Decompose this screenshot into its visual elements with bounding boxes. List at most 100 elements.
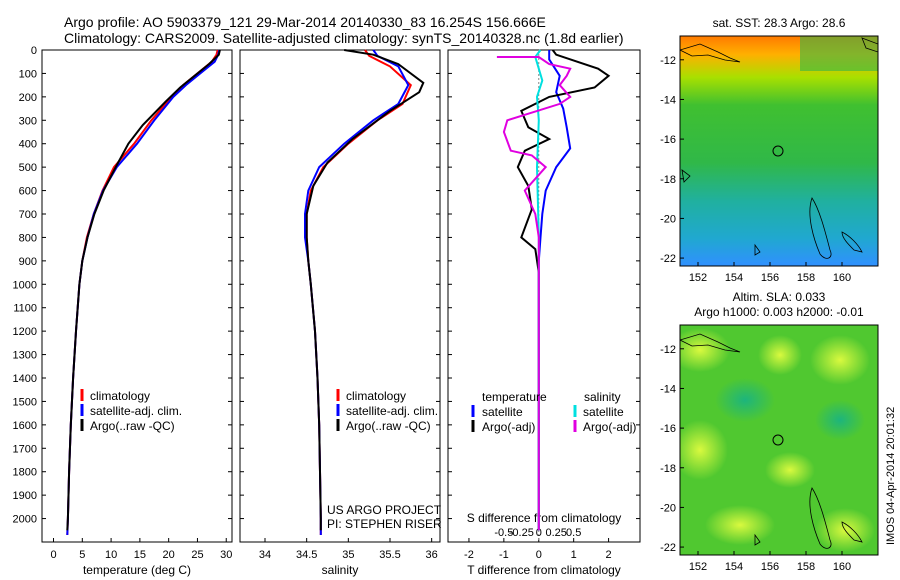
s-tick-label: -0.25 xyxy=(509,527,534,539)
sla-blob xyxy=(680,420,728,480)
y-tick-label: 700 xyxy=(19,209,37,221)
y-tick-label: 600 xyxy=(19,186,37,198)
map-x-tick-label: 154 xyxy=(725,561,743,573)
y-tick-label: 2000 xyxy=(13,514,37,526)
s-tick-label: 0.5 xyxy=(566,527,581,539)
imos-credit: IMOS 04-Apr-2014 20:01:32 xyxy=(885,407,897,545)
x-tick-label: 34.5 xyxy=(296,549,317,561)
map-y-tick-label: -18 xyxy=(660,174,676,186)
legend-label: satellite xyxy=(482,405,523,419)
map-y-tick-label: -12 xyxy=(660,344,676,356)
x-axis-label: T difference from climatology xyxy=(467,563,621,577)
map-y-tick-label: -18 xyxy=(660,463,676,475)
x-tick-label: 20 xyxy=(163,549,175,561)
sla-map-axes: 152 154 156 158 160 -12 -14 -16 -18 -20 -22 xyxy=(660,344,851,573)
map-x-tick-label: 158 xyxy=(797,272,815,284)
map-y-tick-label: -20 xyxy=(660,502,676,514)
y-tick-label: 1800 xyxy=(13,467,37,479)
x-tick-label: 34 xyxy=(259,549,271,561)
sla-map-title-1: Altim. SLA: 0.033 xyxy=(733,290,826,304)
map-y-tick-label: -22 xyxy=(660,542,676,554)
x-tick-label: -2 xyxy=(464,549,474,561)
map-x-tick-label: 154 xyxy=(725,272,743,284)
y-tick-label: 400 xyxy=(19,139,37,151)
salinity-plot-frame xyxy=(239,49,441,543)
map-y-tick-label: -16 xyxy=(660,423,676,435)
x-tick-label: 5 xyxy=(79,549,85,561)
sla-blob xyxy=(705,505,775,545)
sst-coastline xyxy=(680,37,878,259)
sla-blob xyxy=(758,335,802,375)
header-line-2: Climatology: CARS2009. Satellite-adjuste… xyxy=(64,30,624,46)
y-tick-label: 1200 xyxy=(13,326,37,338)
series-climatology xyxy=(66,49,219,536)
difference-panel: -2 -1 0 1 2 T difference from climatology -0.5… xyxy=(447,49,641,577)
sst-map-frame xyxy=(679,35,879,267)
y-tick-label: 1000 xyxy=(13,279,37,291)
sla-map-title-2: Argo h1000: 0.003 h2000: -0.01 xyxy=(694,305,864,319)
legend-label: satellite-adj. clim. xyxy=(90,404,182,418)
x-tick-label: 25 xyxy=(191,549,203,561)
x-axis-label: salinity xyxy=(322,563,359,577)
y-tick-label: 100 xyxy=(19,68,37,80)
y-tick-label: 900 xyxy=(19,256,37,268)
x-tick-label: 0 xyxy=(536,549,542,561)
series-satellite xyxy=(66,49,221,536)
legend-label: climatology xyxy=(90,389,150,403)
legend-label: Argo(..raw -QC) xyxy=(346,419,431,433)
map-x-tick-label: 152 xyxy=(689,561,707,573)
x-tick-label: 35.5 xyxy=(379,549,400,561)
series-t-argo xyxy=(516,49,611,531)
y-tick-label: 1100 xyxy=(13,303,37,315)
y-tick-label: 500 xyxy=(19,162,37,174)
x-tick-label: -1 xyxy=(499,549,509,561)
pi-annotation: PI: STEPHEN RISER xyxy=(327,517,442,531)
sla-trough xyxy=(715,378,775,422)
sla-blob xyxy=(680,328,730,372)
x-tick-label: 0 xyxy=(50,549,56,561)
y-tick-label: 1900 xyxy=(13,490,37,502)
sst-map-axes: 152 154 156 158 160 -12 -14 -16 -18 -20 -22 xyxy=(660,55,851,284)
sst-map-title: sat. SST: 28.3 Argo: 28.6 xyxy=(713,16,846,30)
legend-label: Argo(..raw -QC) xyxy=(90,419,175,433)
x-axis-label: temperature (deg C) xyxy=(83,563,191,577)
map-y-tick-label: -14 xyxy=(660,383,676,395)
sla-blob xyxy=(810,335,870,385)
sst-field xyxy=(680,36,878,266)
sst-map: sat. SST: 28.3 Argo: 28.6 152 154 156 158 16… xyxy=(660,16,879,284)
map-y-tick-label: -16 xyxy=(660,134,676,146)
sst-argo-marker xyxy=(772,145,784,157)
salinity-panel: 34 34.5 35 35.5 36 salinity climatologysatelli… xyxy=(239,49,442,577)
sla-map: Altim. SLA: 0.033 Argo h1000: 0.003 h200… xyxy=(660,290,879,573)
legend-label: Argo(-adj) xyxy=(482,420,535,434)
x-tick-label: 2 xyxy=(606,549,612,561)
s-tick-label: 0 xyxy=(536,527,542,539)
y-tick-label: 1300 xyxy=(13,350,37,362)
legend-heading: temperature xyxy=(482,390,547,404)
pi-annotation: US ARGO PROJECT xyxy=(327,503,442,517)
y-tick-label: 1600 xyxy=(13,420,37,432)
series-s-satellite xyxy=(534,49,544,531)
legend-label: satellite xyxy=(583,405,624,419)
map-y-tick-label: -20 xyxy=(660,213,676,225)
sla-blob xyxy=(765,452,815,488)
temperature-plot-frame xyxy=(41,49,233,543)
series-climatology xyxy=(305,49,413,535)
s-axis-label: S difference from climatology xyxy=(467,511,622,525)
x-tick-label: 30 xyxy=(220,549,232,561)
series-argo xyxy=(305,49,425,531)
x-tick-label: 15 xyxy=(134,549,146,561)
sla-trough xyxy=(815,400,865,440)
map-y-tick-label: -12 xyxy=(660,55,676,67)
s-tick-label: -0.5 xyxy=(494,527,513,539)
map-x-tick-label: 160 xyxy=(833,561,851,573)
header-line-1: Argo profile: AO 5903379_121 29-Mar-2014… xyxy=(64,14,546,30)
y-tick-label: 1400 xyxy=(13,373,37,385)
map-x-tick-label: 156 xyxy=(761,561,779,573)
map-x-tick-label: 152 xyxy=(689,272,707,284)
series-argo xyxy=(66,49,221,531)
y-tick-label: 300 xyxy=(19,115,37,127)
x-tick-label: 36 xyxy=(426,549,438,561)
sla-coastline xyxy=(680,333,863,549)
